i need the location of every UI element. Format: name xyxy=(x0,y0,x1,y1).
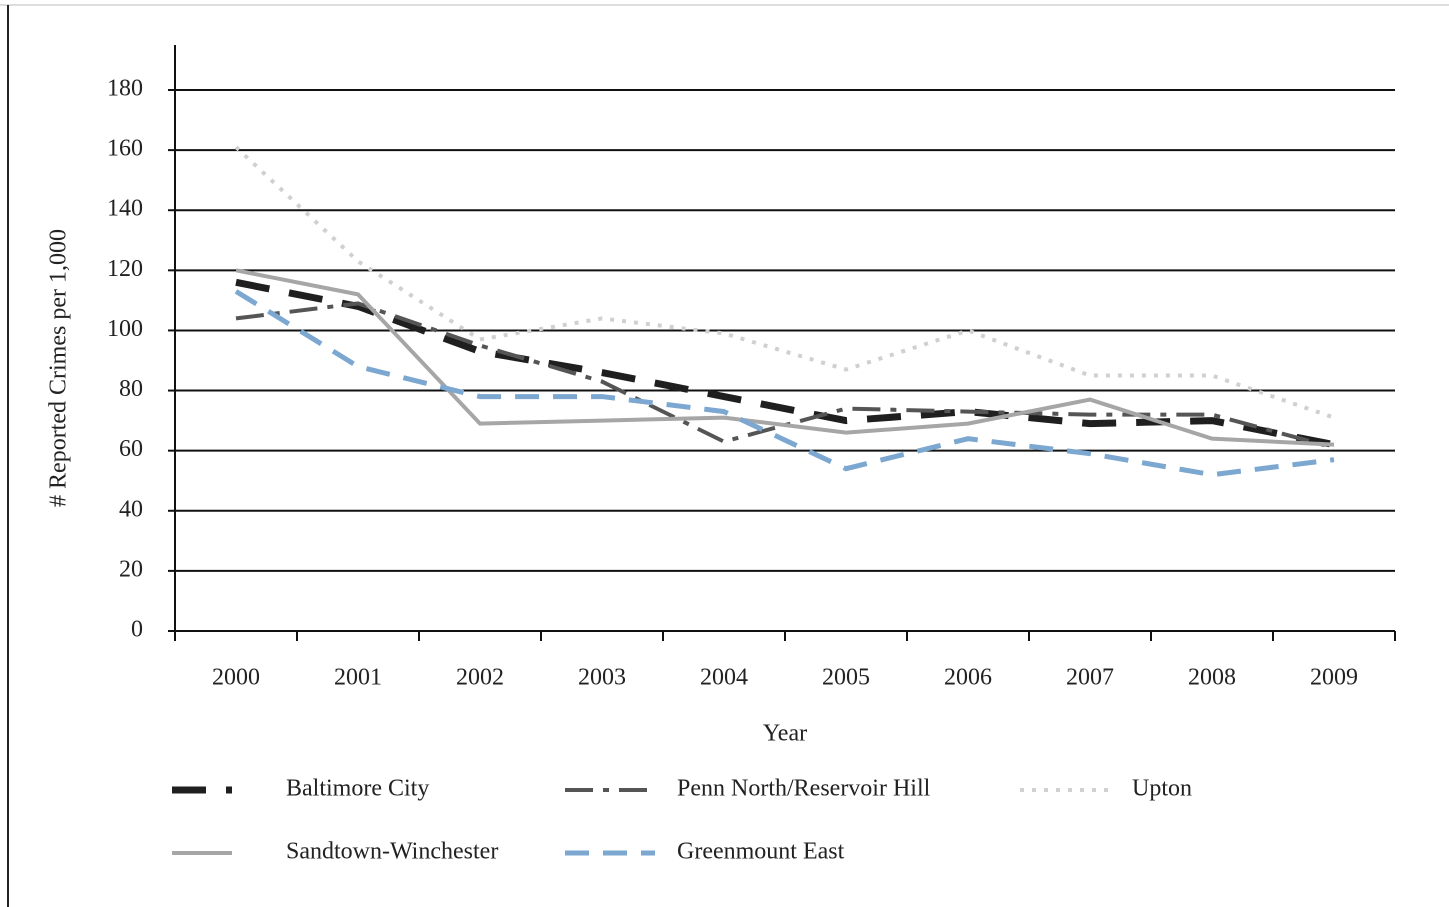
y-axis-title: # Reported Crimes per 1,000 xyxy=(46,229,72,507)
legend-label: Greenmount East xyxy=(677,839,845,865)
x-tick-label: 2002 xyxy=(456,665,504,691)
legend-label: Penn North/Reservoir Hill xyxy=(677,776,931,802)
y-tick-label: 0 xyxy=(131,617,143,643)
x-tick-label: 2003 xyxy=(578,665,626,691)
x-tick-label: 2000 xyxy=(212,665,260,691)
x-axis-title: Year xyxy=(763,721,807,747)
y-tick-label: 80 xyxy=(119,376,143,402)
series-line xyxy=(234,289,1335,478)
x-tick-label: 2004 xyxy=(700,665,748,691)
series-line xyxy=(235,268,1335,447)
y-tick-label: 140 xyxy=(107,196,143,222)
y-tick-label: 120 xyxy=(107,256,143,282)
series-line xyxy=(234,145,1335,420)
x-tick-label: 2005 xyxy=(822,665,870,691)
legend-label: Sandtown-Winchester xyxy=(286,839,498,865)
x-tick-label: 2008 xyxy=(1188,665,1236,691)
y-tick-label: 180 xyxy=(107,76,143,102)
y-tick-label: 100 xyxy=(107,316,143,342)
y-tick-label: 60 xyxy=(119,436,143,462)
x-tick-label: 2009 xyxy=(1310,665,1358,691)
legend-label: Baltimore City xyxy=(286,776,429,802)
x-tick-label: 2006 xyxy=(944,665,992,691)
y-tick-label: 160 xyxy=(107,136,143,162)
y-tick-label: 20 xyxy=(119,556,143,582)
x-tick-label: 2007 xyxy=(1066,665,1114,691)
y-tick-label: 40 xyxy=(119,496,143,522)
legend-label: Upton xyxy=(1132,776,1192,802)
x-tick-label: 2001 xyxy=(334,665,382,691)
series-line xyxy=(235,278,1335,449)
